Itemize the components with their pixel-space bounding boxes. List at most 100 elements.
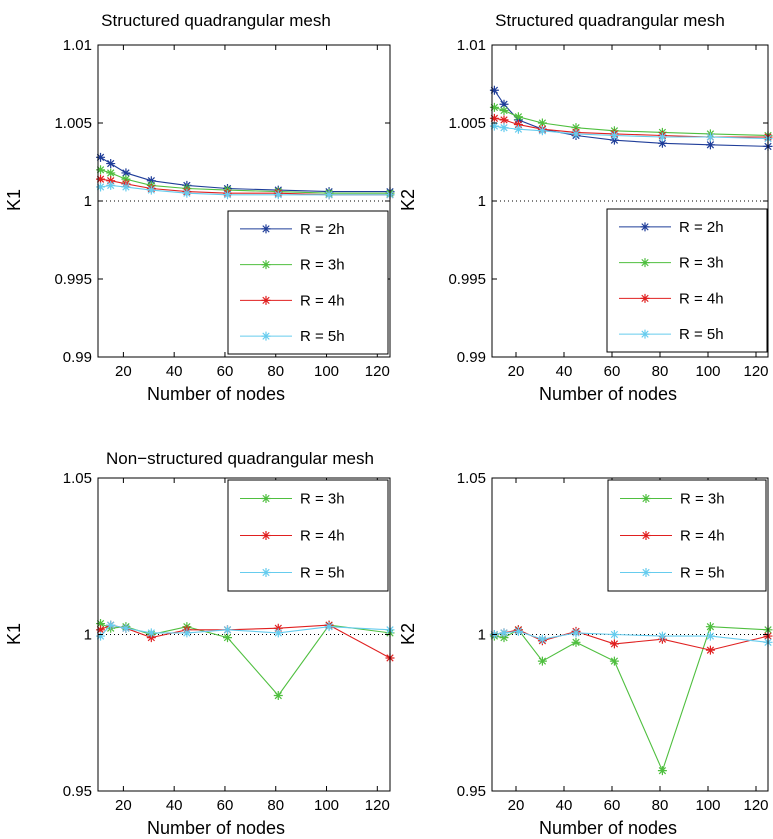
legend-marker bbox=[261, 260, 271, 270]
data-point bbox=[499, 99, 509, 109]
chart-panel: 20 40 60 80 100 120 0.95 1 1.05 R = 3h R = 4h R = 5… bbox=[63, 470, 395, 814]
legend: R = 3h R = 4h R = 5h bbox=[607, 479, 767, 592]
y-axis-label: K1 bbox=[4, 623, 24, 645]
x-tick-label: 120 bbox=[365, 363, 390, 380]
data-point bbox=[571, 123, 581, 133]
legend-label: R = 4h bbox=[680, 528, 725, 545]
data-point bbox=[106, 168, 116, 178]
data-point bbox=[609, 135, 619, 145]
x-tick-label: 80 bbox=[267, 797, 284, 814]
legend-label: R = 5h bbox=[300, 328, 345, 345]
data-point bbox=[489, 121, 499, 131]
legend-marker bbox=[640, 329, 650, 339]
data-point bbox=[273, 623, 283, 633]
x-tick-label: 100 bbox=[314, 797, 339, 814]
legend-marker bbox=[640, 293, 650, 303]
x-tick-label: 100 bbox=[695, 797, 720, 814]
x-tick-label: 40 bbox=[556, 797, 573, 814]
data-point bbox=[222, 633, 232, 643]
data-point bbox=[609, 656, 619, 666]
legend: R = 2h R = 3h R = 4h R = 5h bbox=[606, 208, 768, 353]
legend-marker bbox=[261, 531, 271, 540]
subplot-top-right: Structured quadrangular mesh Number of n… bbox=[398, 11, 725, 404]
legend-label: R = 4h bbox=[679, 290, 724, 307]
data-point bbox=[324, 190, 334, 200]
legend-marker bbox=[261, 494, 271, 503]
x-tick-label: 60 bbox=[217, 797, 234, 814]
series-line bbox=[100, 156, 390, 193]
data-point bbox=[489, 113, 499, 123]
x-axis-label: Number of nodes bbox=[539, 384, 677, 404]
series-line bbox=[100, 178, 390, 196]
x-axis-label: Number of nodes bbox=[147, 384, 285, 404]
data-point bbox=[705, 140, 715, 150]
subplot-title: Structured quadrangular mesh bbox=[101, 11, 331, 30]
data-point bbox=[499, 106, 509, 116]
data-point bbox=[182, 628, 192, 638]
y-tick-label: 1.005 bbox=[54, 115, 92, 132]
x-tick-label: 60 bbox=[604, 797, 621, 814]
subplot-title: Structured quadrangular mesh bbox=[495, 11, 725, 30]
data-point bbox=[222, 190, 232, 200]
data-point bbox=[705, 132, 715, 142]
x-tick-label: 40 bbox=[166, 797, 183, 814]
legend: R = 2h R = 3h R = 4h R = 5h bbox=[227, 210, 389, 355]
data-point bbox=[609, 630, 619, 639]
y-axis-label: K2 bbox=[398, 189, 418, 211]
data-point bbox=[96, 174, 106, 184]
data-point bbox=[146, 185, 156, 195]
data-point bbox=[106, 159, 116, 169]
data-point bbox=[609, 639, 619, 649]
data-point bbox=[121, 174, 131, 184]
legend-marker bbox=[641, 568, 651, 577]
x-tick-label: 20 bbox=[115, 797, 132, 814]
data-point bbox=[106, 176, 116, 186]
data-point bbox=[571, 628, 581, 638]
legend-marker bbox=[261, 568, 271, 577]
x-tick-label: 80 bbox=[652, 363, 669, 380]
data-point bbox=[705, 631, 715, 641]
data-point bbox=[657, 138, 667, 148]
data-point bbox=[537, 656, 547, 666]
data-point bbox=[571, 129, 581, 139]
data-point bbox=[121, 168, 131, 178]
series-line bbox=[494, 629, 769, 651]
x-tick-label: 40 bbox=[556, 363, 573, 380]
legend-marker bbox=[261, 331, 271, 341]
data-point bbox=[657, 631, 667, 641]
data-point bbox=[489, 85, 499, 95]
subplot-title: Non−structured quadrangular mesh bbox=[106, 449, 374, 468]
data-point bbox=[146, 633, 156, 643]
series-line bbox=[494, 630, 769, 643]
data-point bbox=[96, 625, 106, 635]
legend-label: R = 4h bbox=[300, 528, 345, 545]
legend-marker bbox=[261, 224, 271, 234]
data-point bbox=[571, 637, 581, 647]
legend-box bbox=[227, 210, 389, 355]
y-tick-label: 0.99 bbox=[457, 349, 486, 366]
data-point bbox=[182, 188, 192, 198]
data-point bbox=[222, 625, 232, 635]
data-point bbox=[657, 766, 667, 776]
x-tick-label: 20 bbox=[508, 797, 525, 814]
y-tick-label: 1.005 bbox=[448, 115, 486, 132]
y-tick-label: 1 bbox=[478, 193, 486, 210]
y-tick-label: 0.95 bbox=[63, 783, 92, 800]
data-point bbox=[499, 628, 509, 638]
legend-marker bbox=[261, 295, 271, 305]
legend-label: R = 2h bbox=[300, 221, 345, 238]
data-point bbox=[537, 118, 547, 128]
x-tick-label: 60 bbox=[604, 363, 621, 380]
data-point bbox=[499, 115, 509, 125]
data-point bbox=[106, 180, 116, 190]
y-tick-label: 1.05 bbox=[63, 470, 92, 487]
data-point bbox=[96, 619, 106, 629]
subplot-bottom-left: Non−structured quadrangular mesh Number … bbox=[4, 449, 374, 838]
legend-marker bbox=[641, 494, 651, 503]
data-point bbox=[96, 152, 106, 162]
data-point bbox=[273, 628, 283, 638]
data-point bbox=[609, 130, 619, 140]
